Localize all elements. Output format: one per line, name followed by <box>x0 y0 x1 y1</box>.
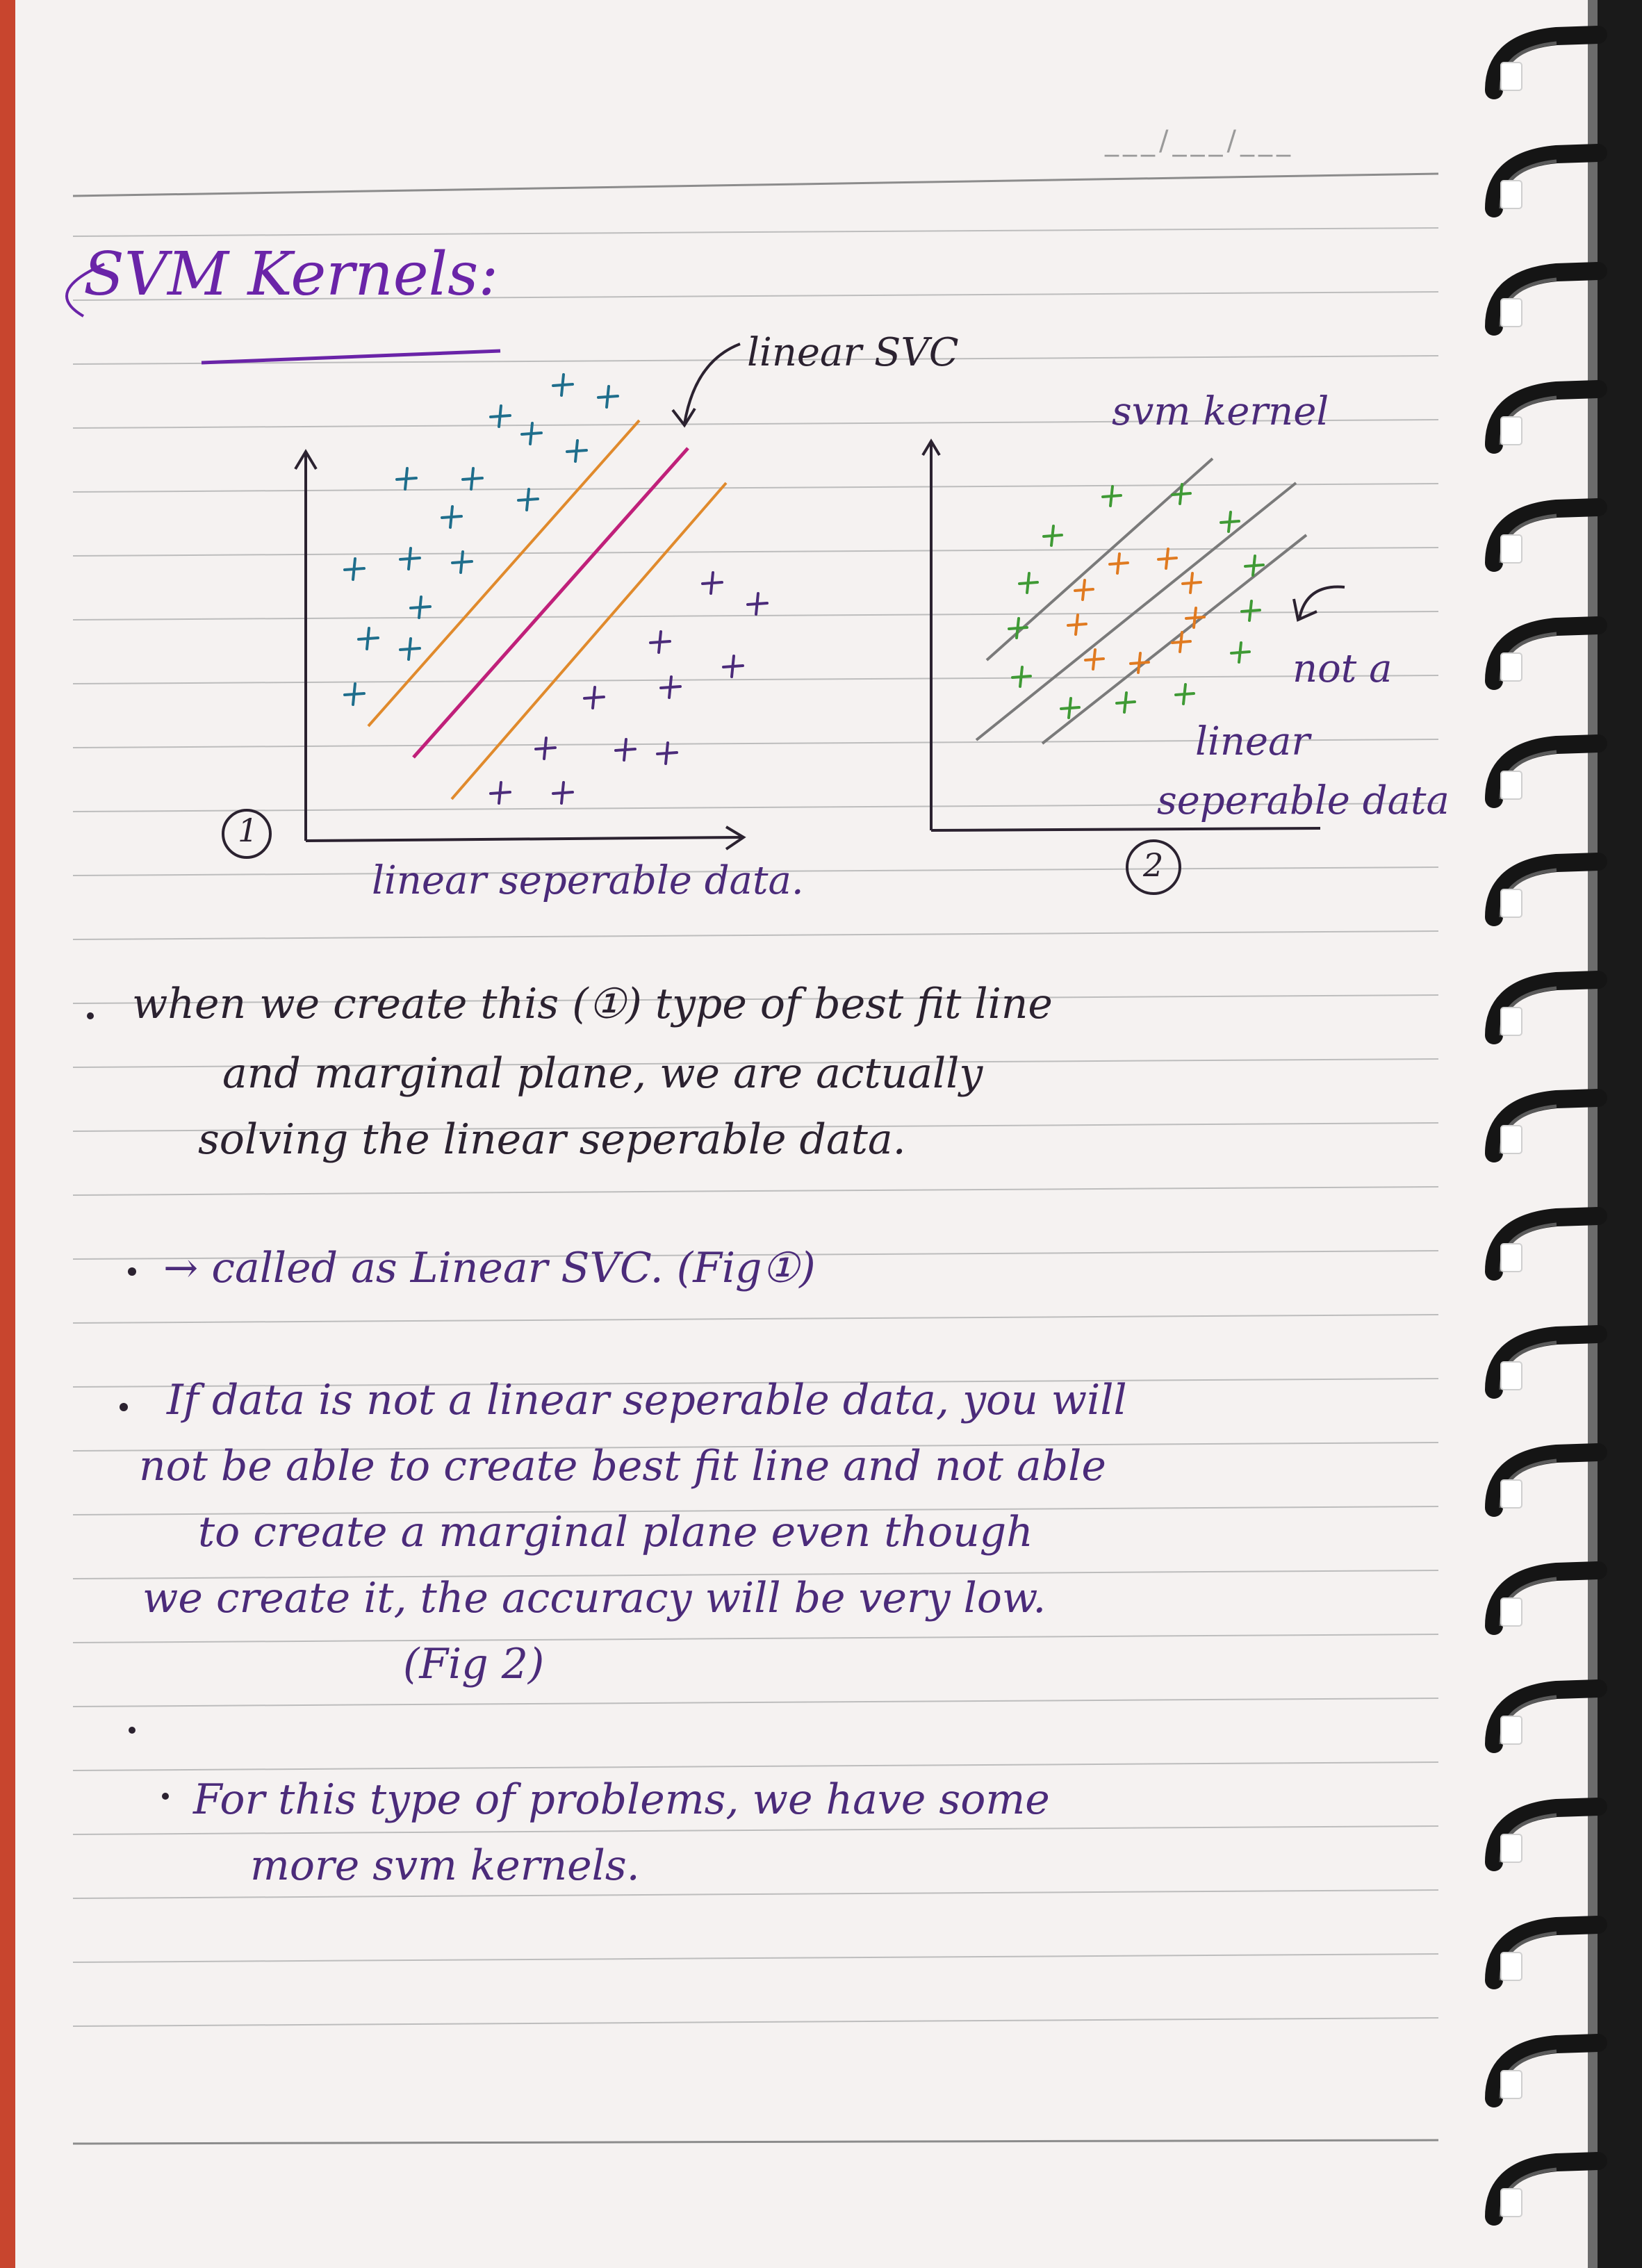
figure-2-number: 2 <box>1143 846 1164 884</box>
point-purple-plus <box>534 737 557 760</box>
point-orange-cross <box>1185 607 1206 629</box>
point-orange-cross <box>1074 579 1094 601</box>
point-orange-cross <box>1157 548 1178 570</box>
figure-1-axes <box>294 449 746 850</box>
date-field: ___/___/___ <box>1105 125 1295 157</box>
point-purple-plus <box>659 675 682 699</box>
point-green-cross <box>1171 483 1192 505</box>
point-purple-plus <box>614 738 637 762</box>
notebook-edge <box>0 0 18 2268</box>
point-orange-cross <box>1108 552 1129 575</box>
point-blue-plus <box>489 404 511 428</box>
not-linear-note-1: not a <box>1292 646 1393 691</box>
point-orange-cross <box>1067 614 1087 636</box>
point-green-cross <box>1220 511 1240 533</box>
point-blue-plus <box>343 557 366 581</box>
figure-2-axes <box>921 438 1321 832</box>
note-1-line-1: when we create this (①) type of best fit… <box>132 980 1053 1028</box>
point-green-cross <box>1008 617 1028 639</box>
point-green-cross <box>1011 666 1032 688</box>
point-green-cross <box>1240 600 1261 622</box>
point-green-cross <box>1060 697 1081 719</box>
point-green-cross <box>1174 683 1195 705</box>
margin-line-upper <box>367 419 641 728</box>
point-purple-plus <box>746 592 769 616</box>
figure-1-number-circle <box>222 809 272 859</box>
note-4-line-1: For this type of problems, we have some <box>193 1775 1050 1824</box>
point-orange-cross <box>1129 652 1150 674</box>
page-title: SVM Kernels: <box>83 240 499 309</box>
note-2-line-1: → called as Linear SVC. (Fig①) <box>163 1244 816 1292</box>
point-green-cross <box>1115 691 1136 714</box>
kernel-line-2 <box>975 482 1297 741</box>
point-purple-plus <box>552 781 574 805</box>
point-purple-plus <box>722 655 744 678</box>
point-green-cross <box>1244 554 1265 577</box>
not-linear-note-2: linear <box>1195 719 1311 764</box>
linear-svc-label: linear SVC <box>747 330 959 375</box>
note-1-line-2: and marginal plane, we are actually <box>222 1049 983 1098</box>
point-orange-cross <box>1171 631 1192 653</box>
point-blue-plus <box>451 550 473 574</box>
note-3-line-5: (Fig 2) <box>403 1640 545 1688</box>
point-purple-plus <box>489 781 511 805</box>
note-3-line-1: If data is not a linear seperable data, … <box>167 1376 1127 1424</box>
point-green-cross <box>1018 572 1039 594</box>
point-blue-plus <box>552 373 574 397</box>
point-blue-plus <box>461 467 484 491</box>
point-purple-plus <box>656 741 678 765</box>
point-green-cross <box>1230 641 1251 664</box>
hyperplane-line <box>412 447 689 759</box>
point-green-cross <box>1101 485 1122 507</box>
point-blue-plus <box>357 627 379 650</box>
note-1-line-3: solving the linear seperable data. <box>198 1115 906 1164</box>
point-blue-plus <box>343 682 366 706</box>
figure-2-number-circle <box>1126 839 1181 895</box>
not-linear-note-3: seperable data <box>1157 778 1450 823</box>
note-3-line-4: we create it, the accuracy will be very … <box>142 1574 1046 1622</box>
point-blue-plus <box>597 385 619 409</box>
note-3-line-2: not be able to create best fit line and … <box>139 1442 1106 1490</box>
linear-svc-arrow <box>683 343 741 425</box>
point-blue-plus <box>520 422 543 445</box>
point-purple-plus <box>649 630 671 654</box>
point-green-cross <box>1042 525 1063 547</box>
margin-line-lower <box>450 482 728 800</box>
point-orange-cross <box>1181 572 1202 594</box>
point-blue-plus <box>409 595 432 619</box>
point-blue-plus <box>399 547 421 570</box>
point-blue-plus <box>441 505 463 529</box>
figure-1-caption: linear seperable data. <box>372 858 804 903</box>
svm-kernel-label: svm kernel <box>1112 389 1329 434</box>
point-blue-plus <box>395 467 418 491</box>
point-blue-plus <box>399 637 421 661</box>
point-blue-plus <box>517 488 539 511</box>
point-purple-plus <box>701 571 723 595</box>
note-3-line-3: to create a marginal plane even though <box>198 1508 1033 1556</box>
point-blue-plus <box>566 439 588 463</box>
kernel-line-3 <box>1041 534 1308 745</box>
figure-1-number: 1 <box>238 812 258 849</box>
point-orange-cross <box>1084 648 1105 671</box>
not-linear-arrow <box>1298 585 1345 619</box>
note-4-line-2: more svm kernels. <box>250 1841 640 1890</box>
point-purple-plus <box>583 686 605 709</box>
